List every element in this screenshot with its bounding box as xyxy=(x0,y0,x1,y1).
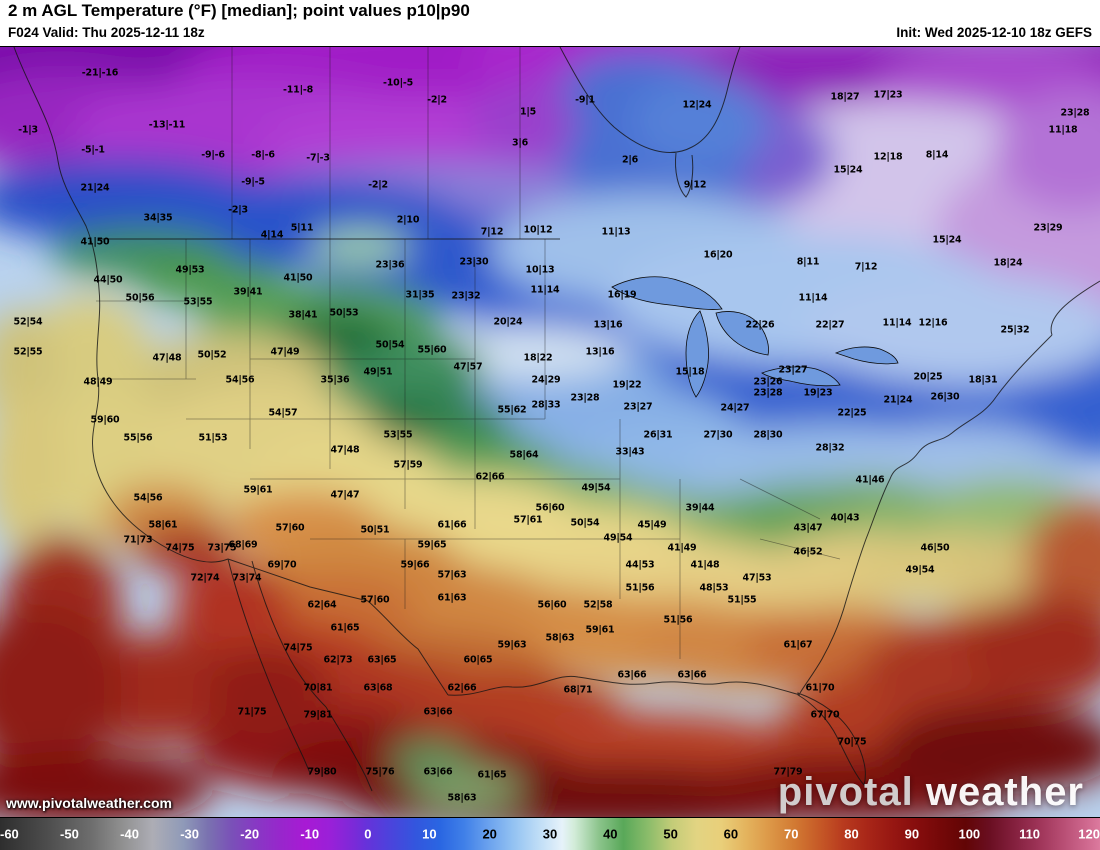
map-header: 2 m AGL Temperature (°F) [median]; point… xyxy=(0,0,1100,46)
map-title: 2 m AGL Temperature (°F) [median]; point… xyxy=(8,1,470,20)
colorbar-tick: 100 xyxy=(958,826,981,842)
temperature-field-map xyxy=(0,47,1100,817)
colorbar-tick: 120 xyxy=(1078,826,1100,842)
watermark-url: www.pivotalweather.com xyxy=(6,795,172,811)
colorbar-tick: -50 xyxy=(60,826,79,842)
colorbar-tick: 0 xyxy=(364,826,372,842)
colorbar-tick: 70 xyxy=(783,826,799,842)
map-area: www.pivotalweather.com pivotal weather xyxy=(0,46,1100,818)
colorbar-tick: 90 xyxy=(904,826,920,842)
state-lines xyxy=(94,47,841,659)
colorbar-tick: 110 xyxy=(1019,826,1041,842)
colorbar-tick: 60 xyxy=(723,826,739,842)
brand-weather: weather xyxy=(925,770,1084,814)
border-lines xyxy=(13,47,1100,792)
colorbar-tick: 30 xyxy=(542,826,558,842)
valid-time-label: F024 Valid: Thu 2025-12-11 18z xyxy=(8,25,205,40)
brand-logo: pivotal weather xyxy=(778,770,1084,815)
init-time-label: Init: Wed 2025-12-10 18z GEFS xyxy=(896,25,1092,40)
colorbar-tick: -10 xyxy=(300,826,320,842)
colorbar-tick: 20 xyxy=(482,826,497,842)
colorbar-tick: -60 xyxy=(0,826,19,842)
colorbar-tick: 80 xyxy=(844,826,859,842)
colorbar-tick: 40 xyxy=(603,826,618,842)
colorbar-tick: -40 xyxy=(120,826,139,842)
colorbar: -60 -50 -40 -30 -20 -10 0 10 20 30 40 50 60 70 80 90 100… xyxy=(0,818,1100,850)
colorbar-tick: -20 xyxy=(240,826,260,842)
colorbar-tick: -30 xyxy=(180,826,199,842)
great-lakes xyxy=(611,276,899,398)
colorbar-tick: 50 xyxy=(663,826,678,842)
brand-pivotal: pivotal xyxy=(777,770,914,814)
colorbar-tick: 10 xyxy=(422,826,437,842)
